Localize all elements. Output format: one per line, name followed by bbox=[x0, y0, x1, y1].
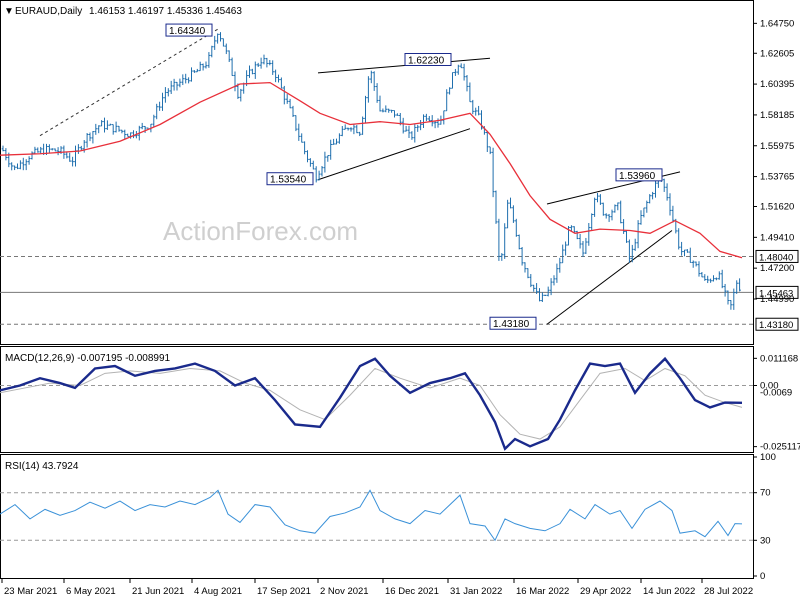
macd-y-axis: 0.011168 0.00 -0.025117 -0.0069 bbox=[753, 353, 800, 453]
watermark: ActionForex.com bbox=[163, 216, 358, 246]
macd-series-1 bbox=[0, 356, 743, 451]
annotation-label-4: 1.43180 bbox=[493, 319, 530, 330]
price-ytick-label-1: 1.62605 bbox=[760, 48, 794, 59]
x-tick-label-10: 14 Jun 2022 bbox=[643, 586, 695, 597]
trendline-3 bbox=[546, 230, 673, 325]
annotation-label-0: 1.64340 bbox=[169, 26, 206, 37]
x-axis: 23 Mar 2021 6 May 2021 21 Jun 2021 4 Aug 20… bbox=[1, 579, 753, 597]
price-ytick-label-0: 1.64750 bbox=[760, 18, 794, 29]
annotation-label-3: 1.53960 bbox=[619, 171, 656, 182]
macd-ytick-label-1: 0.00 bbox=[760, 381, 779, 392]
annotation-label-2: 1.53540 bbox=[270, 175, 307, 186]
annotation-box-4 bbox=[489, 316, 537, 330]
trendline-1 bbox=[317, 128, 471, 181]
price-ytick-label-3: 1.58185 bbox=[760, 110, 794, 121]
level-box-1 bbox=[755, 285, 799, 299]
macd-panel-frame bbox=[0, 346, 754, 453]
level-label-0: 1.48040 bbox=[759, 252, 793, 263]
price-y-axis: 1.64750 1.62605 1.60395 1.58185 1.55975 1.537… bbox=[753, 18, 794, 305]
macd-ytick-label-2: -0.025117 bbox=[760, 442, 800, 453]
macd-series-0 bbox=[0, 367, 743, 440]
x-tick-label-0: 23 Mar 2021 bbox=[4, 586, 57, 597]
annotation-box-0 bbox=[165, 23, 213, 37]
rsi-ytick-label-2: 30 bbox=[760, 535, 771, 546]
x-tick-label-4: 17 Sep 2021 bbox=[257, 586, 311, 597]
x-tick-label-8: 16 Mar 2022 bbox=[516, 586, 569, 597]
level-label-1: 1.45463 bbox=[759, 288, 793, 299]
x-tick-label-6: 16 Dec 2021 bbox=[385, 586, 439, 597]
price-ytick-label-2: 1.60395 bbox=[760, 79, 794, 90]
rsi-panel-frame bbox=[0, 454, 754, 579]
macd-title: MACD(12,26,9) -0.007195 -0.008991 bbox=[5, 353, 171, 364]
level-box-0 bbox=[755, 249, 799, 263]
annotation-box-1 bbox=[404, 52, 452, 66]
rsi-ytick-label-0: 100 bbox=[760, 452, 776, 463]
price-annotations: 1.64340 1.62230 1.53540 1.53960 1.43180 bbox=[165, 23, 663, 330]
moving-average bbox=[0, 81, 743, 259]
x-tick-label-5: 2 Nov 2021 bbox=[320, 586, 369, 597]
macd-ytick-label-0: 0.011168 bbox=[760, 353, 798, 364]
price-ytick-label-5: 1.53765 bbox=[760, 172, 794, 183]
annotation-box-2 bbox=[266, 172, 314, 186]
price-ytick-label-9: 1.44990 bbox=[760, 294, 794, 305]
macd-plot bbox=[0, 356, 753, 451]
rsi-y-axis: 100 70 30 0 bbox=[753, 452, 776, 582]
x-tick-label-2: 21 Jun 2021 bbox=[132, 586, 184, 597]
x-tick-label-1: 6 May 2021 bbox=[66, 586, 116, 597]
symbol-label: EURAUD,Daily bbox=[15, 6, 82, 17]
collapse-arrow-icon[interactable]: ▼ bbox=[4, 6, 14, 17]
annotation-label-1: 1.62230 bbox=[408, 55, 445, 66]
price-horizontal-levels: 1.48040 1.45463 1.43180 bbox=[0, 249, 799, 331]
trendline-0 bbox=[317, 57, 491, 74]
x-tick-label-7: 31 Jan 2022 bbox=[450, 586, 502, 597]
rsi-line bbox=[0, 489, 743, 542]
price-ytick-label-6: 1.51620 bbox=[760, 202, 794, 213]
moving-average-line bbox=[0, 81, 743, 259]
level-box-2 bbox=[755, 317, 799, 331]
price-ytick-label-8: 1.47200 bbox=[760, 263, 794, 274]
level-label-2: 1.43180 bbox=[759, 320, 793, 331]
price-ytick-label-4: 1.55975 bbox=[760, 141, 794, 152]
price-ytick-label-7: 1.49410 bbox=[760, 232, 794, 243]
annotation-box-3 bbox=[615, 168, 663, 182]
x-tick-label-3: 4 Aug 2021 bbox=[194, 586, 242, 597]
x-tick-label-11: 28 Jul 2022 bbox=[704, 586, 753, 597]
macd-extra-tick: -0.0069 bbox=[760, 388, 792, 399]
ohlc-values: 1.46153 1.46197 1.45336 1.45463 bbox=[89, 6, 242, 17]
rsi-plot bbox=[0, 489, 753, 542]
rsi-ytick-label-1: 70 bbox=[760, 488, 771, 499]
rsi-ytick-label-3: 0 bbox=[760, 571, 765, 582]
x-tick-label-9: 29 Apr 2022 bbox=[580, 586, 631, 597]
rsi-title: RSI(14) 43.7924 bbox=[5, 461, 79, 472]
dashed-rising-trendline bbox=[39, 28, 219, 137]
